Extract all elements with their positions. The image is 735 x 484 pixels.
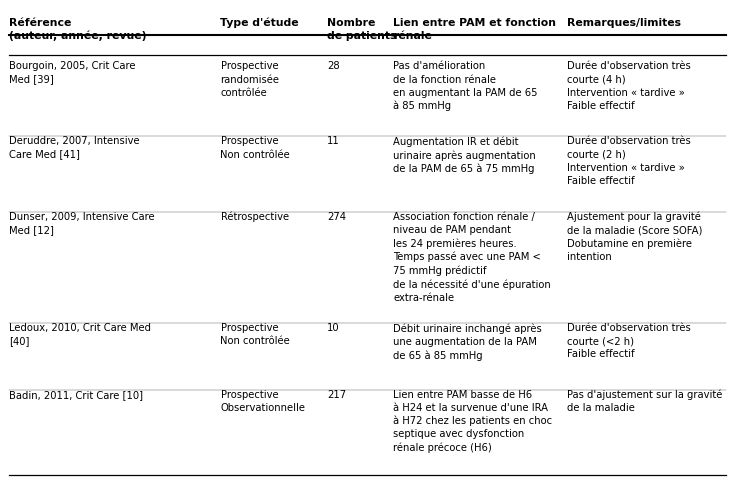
Text: Prospective
Observationnelle: Prospective Observationnelle (220, 390, 306, 413)
Text: Prospective
Non contrôlée: Prospective Non contrôlée (220, 323, 290, 347)
Text: Augmentation IR et débit
urinaire après augmentation
de la PAM de 65 à 75 mmHg: Augmentation IR et débit urinaire après … (393, 136, 536, 174)
Text: Dunser, 2009, Intensive Care
Med [12]: Dunser, 2009, Intensive Care Med [12] (9, 212, 154, 235)
Text: Ajustement pour la gravité
de la maladie (Score SOFA)
Dobutamine en première
int: Ajustement pour la gravité de la maladie… (567, 212, 703, 262)
Text: Nombre
de patients: Nombre de patients (327, 18, 396, 41)
Text: Remarques/limites: Remarques/limites (567, 18, 681, 28)
Text: Ledoux, 2010, Crit Care Med
[40]: Ledoux, 2010, Crit Care Med [40] (9, 323, 151, 347)
Text: 217: 217 (327, 390, 346, 400)
Text: Prospective
randomisée
contrôlée: Prospective randomisée contrôlée (220, 61, 279, 98)
Text: Deruddre, 2007, Intensive
Care Med [41]: Deruddre, 2007, Intensive Care Med [41] (9, 136, 140, 160)
Text: 274: 274 (327, 212, 346, 222)
Text: Durée d'observation très
courte (<2 h)
Faible effectif: Durée d'observation très courte (<2 h) F… (567, 323, 691, 360)
Text: Lien entre PAM et fonction
rénale: Lien entre PAM et fonction rénale (393, 18, 556, 41)
Text: Pas d'ajustement sur la gravité
de la maladie: Pas d'ajustement sur la gravité de la ma… (567, 390, 723, 413)
Text: Pas d'amélioration
de la fonction rénale
en augmentant la PAM de 65
à 85 mmHg: Pas d'amélioration de la fonction rénale… (393, 61, 538, 111)
Text: Référence
(auteur, année, revue): Référence (auteur, année, revue) (9, 18, 146, 42)
Text: Durée d'observation très
courte (4 h)
Intervention « tardive »
Faible effectif: Durée d'observation très courte (4 h) In… (567, 61, 691, 110)
Text: Lien entre PAM basse de H6
à H24 et la survenue d'une IRA
à H72 chez les patient: Lien entre PAM basse de H6 à H24 et la s… (393, 390, 552, 453)
Text: Prospective
Non contrôlée: Prospective Non contrôlée (220, 136, 290, 160)
Text: Type d'étude: Type d'étude (220, 18, 299, 29)
Text: Rétrospective: Rétrospective (220, 212, 289, 223)
Text: 10: 10 (327, 323, 340, 333)
Text: Débit urinaire inchangé après
une augmentation de la PAM
de 65 à 85 mmHg: Débit urinaire inchangé après une augmen… (393, 323, 542, 361)
Text: 11: 11 (327, 136, 340, 147)
Text: Durée d'observation très
courte (2 h)
Intervention « tardive »
Faible effectif: Durée d'observation très courte (2 h) In… (567, 136, 691, 185)
Text: 28: 28 (327, 61, 340, 72)
Text: Association fonction rénale /
niveau de PAM pendant
les 24 premières heures.
Tem: Association fonction rénale / niveau de … (393, 212, 551, 303)
Text: Bourgoin, 2005, Crit Care
Med [39]: Bourgoin, 2005, Crit Care Med [39] (9, 61, 135, 85)
Text: Badin, 2011, Crit Care [10]: Badin, 2011, Crit Care [10] (9, 390, 143, 400)
